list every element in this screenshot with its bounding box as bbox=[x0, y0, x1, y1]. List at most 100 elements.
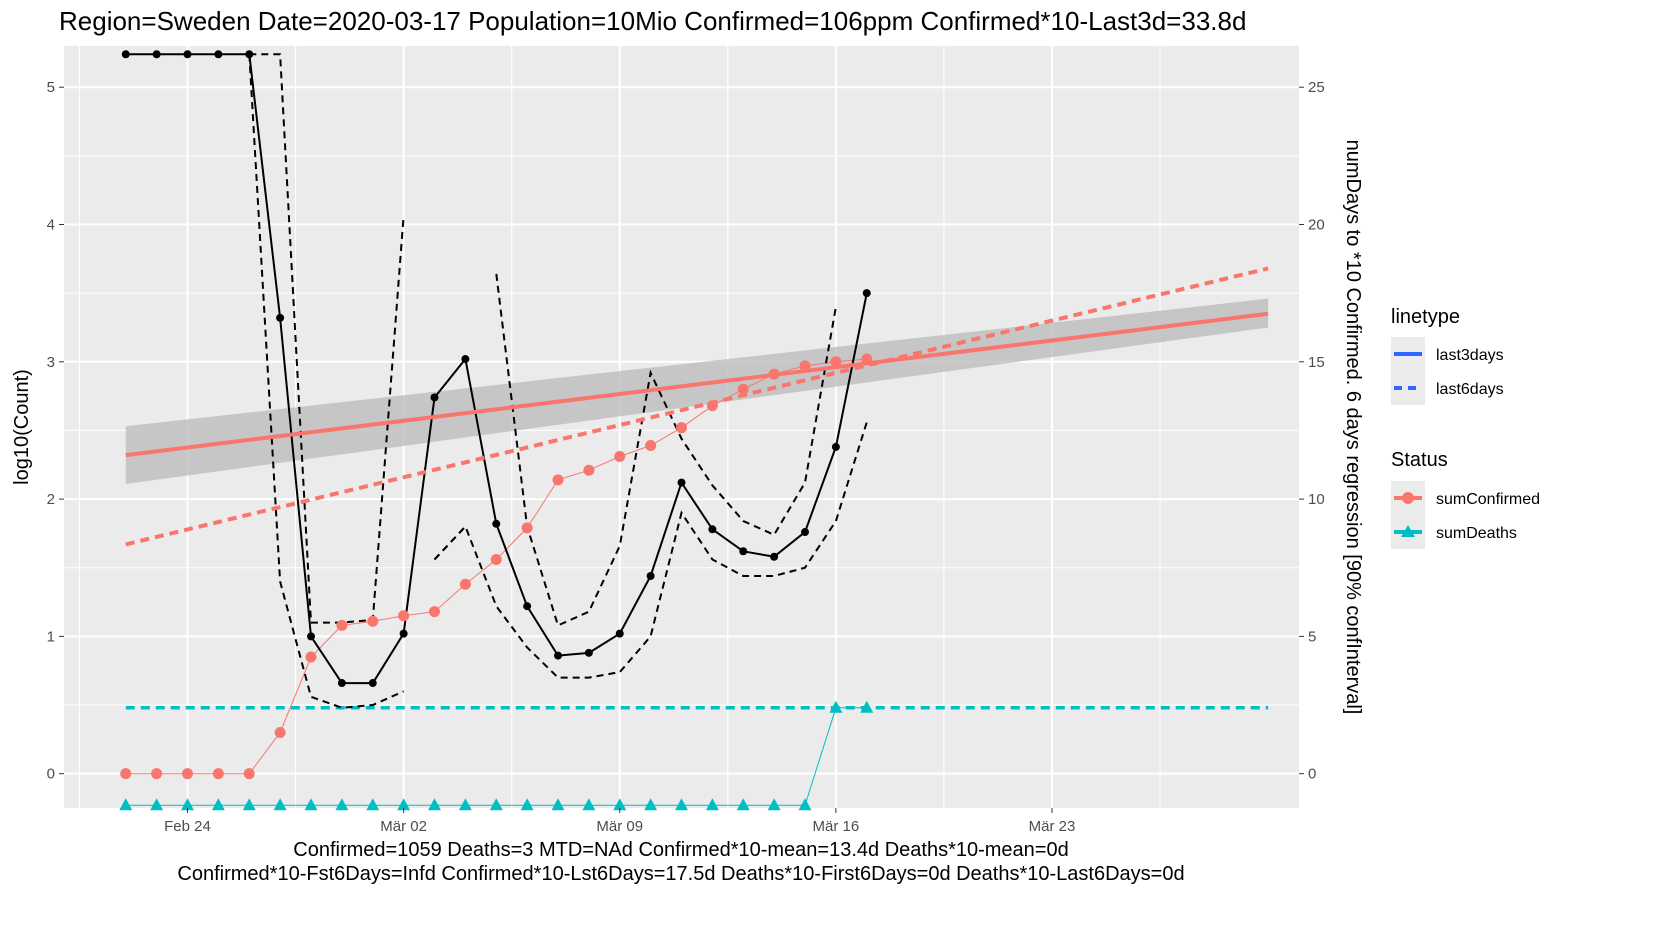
data-point bbox=[767, 798, 781, 811]
data-point bbox=[862, 289, 871, 298]
y-tick-label: 5 bbox=[47, 79, 55, 96]
data-point bbox=[583, 464, 595, 476]
x-tick-label: Mär 09 bbox=[596, 818, 643, 835]
y-axis-title: log10(Count) bbox=[11, 369, 33, 485]
data-point bbox=[489, 798, 503, 811]
data-point bbox=[737, 383, 749, 395]
regression-line-last6days bbox=[125, 266, 1269, 547]
data-point bbox=[368, 679, 377, 688]
data-point bbox=[183, 50, 192, 59]
data-point bbox=[614, 451, 626, 463]
footer-line-1: Confirmed=1059 Deaths=3 MTD=NAd Confirme… bbox=[293, 839, 1068, 861]
data-point bbox=[120, 768, 132, 780]
interval-line bbox=[433, 525, 467, 561]
interval-line bbox=[495, 273, 837, 627]
data-point bbox=[243, 768, 255, 780]
data-point bbox=[276, 313, 285, 322]
data-point bbox=[428, 798, 441, 811]
legend-label-sumconfirmed: sumConfirmed bbox=[1436, 491, 1540, 508]
data-point bbox=[554, 651, 562, 660]
data-point bbox=[214, 50, 223, 59]
data-point bbox=[582, 798, 596, 811]
grid-lines bbox=[64, 46, 1299, 808]
y-tick-label: 4 bbox=[47, 216, 55, 233]
series-layer bbox=[119, 50, 1269, 811]
data-point bbox=[119, 798, 133, 811]
y-tick-label: 0 bbox=[47, 766, 55, 783]
data-point bbox=[398, 610, 410, 622]
chart-title: Region=Sweden Date=2020-03-17 Population… bbox=[59, 6, 1246, 36]
data-point bbox=[677, 478, 686, 487]
legend-title-linetype: linetype bbox=[1391, 306, 1460, 328]
y-tick-label: 3 bbox=[47, 354, 55, 371]
data-point bbox=[492, 519, 501, 528]
x-tick-label: Feb 24 bbox=[164, 818, 211, 835]
data-point bbox=[429, 606, 440, 618]
data-point bbox=[337, 679, 346, 688]
y2-tick-label: 5 bbox=[1308, 628, 1316, 645]
data-point bbox=[520, 798, 534, 811]
data-point bbox=[245, 50, 254, 59]
data-point bbox=[675, 798, 688, 811]
data-point bbox=[644, 798, 658, 811]
data-point bbox=[461, 355, 470, 364]
y-tick-label: 1 bbox=[47, 628, 55, 645]
data-point bbox=[523, 602, 532, 611]
confidence-band bbox=[125, 298, 1269, 484]
data-point bbox=[861, 353, 873, 365]
data-point bbox=[273, 798, 287, 811]
data-point bbox=[645, 440, 657, 452]
interval-line bbox=[433, 421, 868, 679]
legend-title-status: Status bbox=[1391, 449, 1448, 471]
y2-axis-title: numDays to *10 Confirmed. 6 days regress… bbox=[1342, 140, 1364, 715]
data-point bbox=[706, 400, 718, 412]
y2-tick-label: 20 bbox=[1308, 216, 1325, 233]
data-point bbox=[798, 798, 812, 811]
regression-line-last3days bbox=[125, 311, 1269, 458]
data-point bbox=[615, 629, 624, 638]
axes: Feb 24 Mär 02 Mär 09 Mär 16 Mär 23 0 1 2 3 4 5 0 5 10… bbox=[47, 79, 1325, 835]
x-tick-label: Mär 16 bbox=[813, 818, 860, 835]
data-point bbox=[150, 798, 164, 811]
data-point bbox=[242, 798, 256, 811]
legend-label-last3days: last3days bbox=[1436, 347, 1504, 364]
data-point bbox=[860, 700, 874, 713]
data-point bbox=[770, 552, 779, 561]
y-tick-label: 2 bbox=[47, 491, 55, 508]
legend: linetype last3days last6days Status sumC… bbox=[1391, 306, 1540, 549]
data-point bbox=[459, 578, 471, 590]
data-point bbox=[211, 798, 225, 811]
data-point bbox=[304, 798, 318, 811]
data-point bbox=[739, 547, 748, 556]
data-point bbox=[182, 768, 193, 780]
legend-key-sumdeaths-marker bbox=[1401, 525, 1415, 537]
data-point bbox=[830, 356, 842, 368]
data-point bbox=[307, 632, 315, 641]
data-point bbox=[399, 629, 408, 638]
data-point bbox=[336, 619, 348, 631]
data-point bbox=[676, 422, 687, 434]
data-point bbox=[584, 648, 593, 657]
data-point bbox=[801, 528, 809, 537]
interval-line bbox=[248, 54, 405, 709]
data-point bbox=[366, 798, 380, 811]
data-point bbox=[831, 442, 840, 451]
data-point bbox=[151, 768, 163, 780]
interval-line bbox=[249, 53, 405, 624]
data-point bbox=[367, 615, 379, 627]
data-point bbox=[397, 798, 411, 811]
data-point bbox=[181, 798, 194, 811]
data-point bbox=[335, 798, 349, 811]
regression-band-last3days bbox=[125, 298, 1269, 484]
legend-label-last6days: last6days bbox=[1436, 381, 1504, 398]
data-point bbox=[736, 798, 750, 811]
data-point bbox=[768, 368, 780, 380]
data-point bbox=[551, 798, 565, 811]
data-point bbox=[829, 700, 843, 713]
data-point bbox=[646, 571, 655, 580]
data-point bbox=[305, 651, 317, 663]
data-point bbox=[458, 798, 472, 811]
legend-key-sumconfirmed-marker bbox=[1402, 492, 1414, 504]
legend-label-sumdeaths: sumDeaths bbox=[1436, 525, 1517, 542]
